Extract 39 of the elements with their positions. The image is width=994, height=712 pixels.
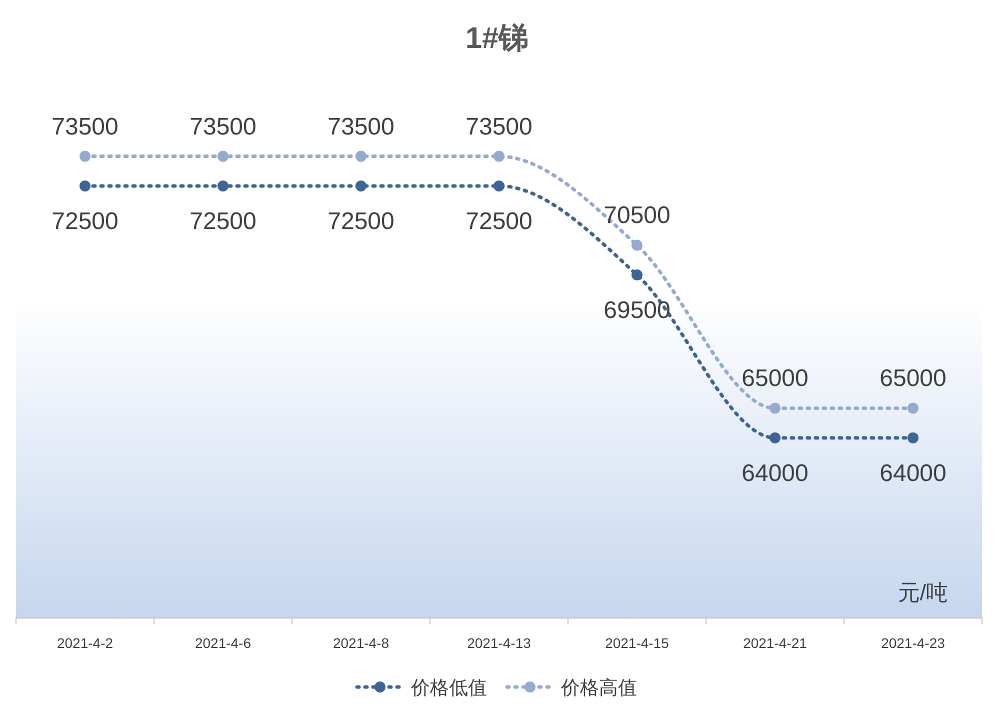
data-label: 69500 xyxy=(604,296,670,324)
x-tick-label: 2021-4-8 xyxy=(332,635,390,651)
x-tick-label: 2021-4-23 xyxy=(881,635,946,651)
x-tick-label: 2021-4-21 xyxy=(743,635,808,651)
data-label: 73500 xyxy=(190,113,256,140)
legend-label: 价格低值 xyxy=(410,678,487,699)
point xyxy=(80,150,90,162)
point xyxy=(770,402,780,414)
data-label: 73500 xyxy=(328,113,394,140)
data-label: 72500 xyxy=(328,208,394,235)
legend-label: 价格高值 xyxy=(560,677,637,699)
data-label: 72500 xyxy=(52,208,118,235)
x-tick-label: 2021-4-2 xyxy=(56,635,114,651)
point xyxy=(908,432,918,444)
x-tick-label: 2021-4-6 xyxy=(194,635,252,651)
point xyxy=(908,402,918,414)
data-label: 64000 xyxy=(880,460,946,487)
point xyxy=(632,269,642,280)
data-label: 73500 xyxy=(52,113,118,140)
data-label: 65000 xyxy=(880,365,946,392)
point xyxy=(218,150,228,162)
data-label: 65000 xyxy=(742,365,808,392)
point xyxy=(356,150,366,162)
point xyxy=(494,180,504,192)
point xyxy=(218,180,228,192)
data-label: 72500 xyxy=(466,208,532,235)
data-label: 73500 xyxy=(466,113,532,140)
chart-title: 1#锑 xyxy=(465,22,529,55)
data-label: 72500 xyxy=(190,208,256,235)
point xyxy=(632,240,642,251)
data-label: 70500 xyxy=(604,202,670,230)
point xyxy=(494,150,504,162)
point xyxy=(80,180,90,192)
x-tick-label: 2021-4-13 xyxy=(467,635,532,651)
x-tick-label: 2021-4-15 xyxy=(605,635,670,651)
point xyxy=(356,180,366,192)
point xyxy=(770,432,780,444)
data-label: 64000 xyxy=(742,460,808,487)
text: 元/吨 xyxy=(898,580,948,605)
